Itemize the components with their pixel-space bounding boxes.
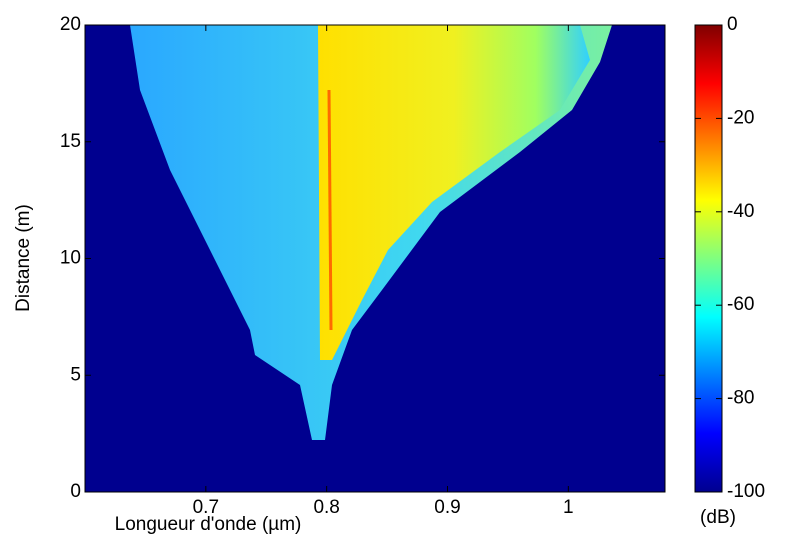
colorbar-tick-label: -40: [727, 201, 754, 222]
x-tick-label: 0.8: [313, 497, 339, 518]
x-tick-label: 0.9: [434, 497, 460, 518]
x-tick-label: 1: [563, 497, 574, 518]
y-tick-label: 15: [60, 131, 81, 152]
x-tick-label: 0.7: [193, 497, 219, 518]
colorbar: [694, 24, 723, 493]
colorbar-tick-label: -100: [727, 481, 765, 502]
y-tick-label: 0: [70, 481, 81, 502]
spectrogram: [85, 25, 665, 492]
x-axis-label: Longueur d'onde (µm): [115, 514, 302, 535]
colorbar-label: (dB): [700, 507, 736, 528]
y-tick-label: 5: [70, 364, 81, 385]
colorbar-tick-label: 0: [727, 14, 738, 35]
y-axis-label: Distance (m): [13, 204, 34, 312]
colorbar-tick-label: -20: [727, 107, 754, 128]
y-tick-label: 20: [60, 14, 81, 35]
colorbar-tick-label: -80: [727, 388, 754, 409]
y-tick-label: 10: [60, 248, 81, 269]
colorbar-tick-label: -60: [727, 294, 754, 315]
